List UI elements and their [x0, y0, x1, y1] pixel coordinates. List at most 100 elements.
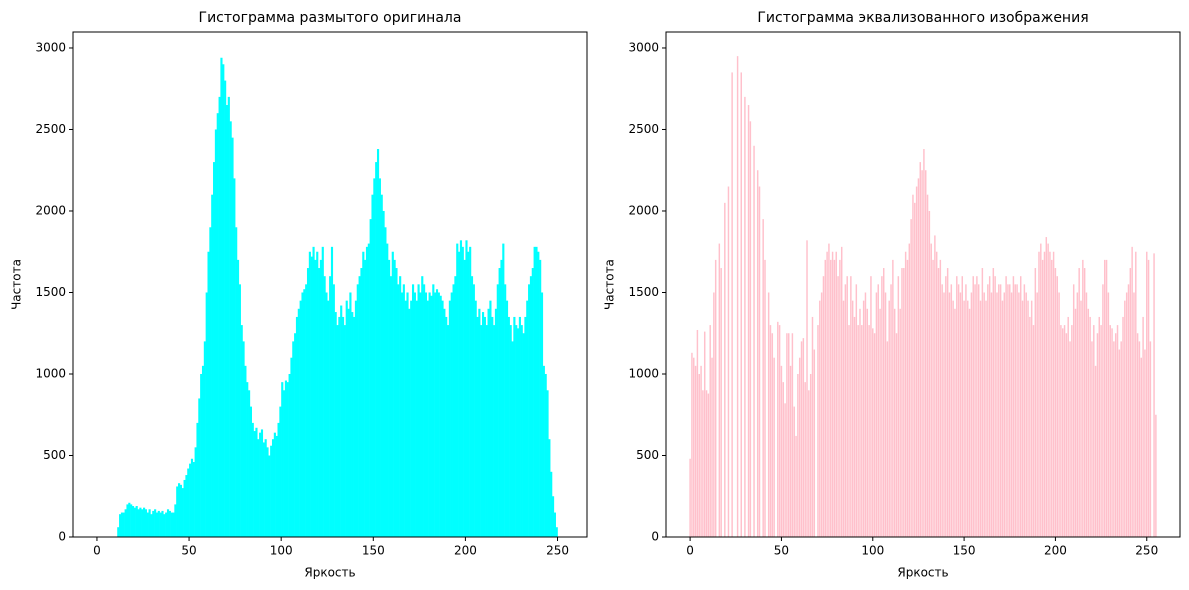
bar	[1078, 268, 1080, 537]
bar	[857, 325, 859, 537]
bar	[209, 227, 212, 537]
bar	[310, 256, 313, 537]
bar	[504, 284, 507, 537]
bar	[981, 268, 984, 537]
bar	[840, 246, 843, 537]
bar	[945, 276, 947, 537]
bar	[176, 486, 179, 537]
bar	[146, 512, 149, 537]
bar	[551, 496, 555, 537]
bar	[341, 316, 345, 537]
bar	[224, 80, 227, 537]
bar	[822, 276, 825, 537]
bar	[903, 268, 905, 537]
bar	[163, 514, 166, 537]
bar	[1069, 341, 1071, 537]
bar	[1029, 316, 1031, 537]
bar	[923, 149, 925, 537]
bar	[281, 382, 284, 537]
bar	[1107, 292, 1110, 537]
bar	[165, 512, 168, 537]
bar	[957, 284, 960, 537]
bar	[139, 507, 142, 537]
bar	[1074, 308, 1077, 537]
bar	[386, 243, 389, 537]
bar	[491, 316, 494, 537]
bar	[306, 268, 310, 537]
bar	[316, 251, 319, 538]
bar	[218, 96, 221, 537]
bar	[1096, 333, 1099, 537]
bar	[1036, 292, 1038, 537]
bar	[178, 483, 181, 537]
bar	[533, 246, 536, 537]
bar	[1058, 292, 1060, 537]
bar	[892, 259, 894, 537]
bar	[859, 308, 861, 537]
axes-frame	[665, 31, 1181, 538]
bar	[1063, 325, 1066, 537]
bar	[1109, 325, 1111, 537]
bar	[312, 246, 315, 537]
bar	[288, 373, 291, 537]
bar	[988, 276, 991, 537]
bar	[452, 284, 455, 537]
bar	[839, 259, 841, 537]
y-tick-label: 500	[43, 448, 66, 462]
bar	[159, 512, 162, 537]
bar	[1072, 284, 1075, 537]
bar	[264, 439, 267, 537]
bar	[240, 325, 243, 537]
bar	[354, 300, 358, 537]
bar	[773, 357, 775, 537]
bar	[1027, 300, 1029, 537]
bar	[890, 284, 892, 537]
bar	[1019, 276, 1022, 537]
bar	[553, 512, 556, 537]
bar	[286, 382, 289, 537]
bar	[152, 510, 155, 537]
bar	[1153, 253, 1155, 537]
bar	[395, 268, 398, 537]
bar	[1065, 333, 1068, 537]
bar	[314, 259, 317, 537]
bar	[231, 137, 234, 537]
bar	[848, 325, 850, 537]
bar	[434, 292, 437, 537]
bar	[168, 510, 171, 537]
bar	[813, 349, 816, 537]
bar	[494, 308, 498, 537]
bar	[1120, 341, 1122, 537]
bar	[299, 300, 302, 537]
bar	[921, 170, 923, 537]
bar	[946, 268, 949, 537]
bar	[948, 292, 951, 537]
bar	[192, 462, 195, 537]
bar	[500, 259, 503, 537]
bar	[507, 316, 510, 537]
bar	[144, 509, 147, 537]
bar	[756, 170, 759, 537]
bar	[347, 308, 350, 537]
bar	[1114, 333, 1117, 537]
bar	[458, 251, 461, 538]
bar	[804, 382, 806, 537]
bar	[800, 341, 803, 537]
bar	[524, 316, 527, 537]
bar	[305, 284, 308, 537]
bar	[786, 333, 788, 537]
bar	[472, 284, 475, 537]
bar	[292, 341, 295, 537]
bar	[941, 284, 943, 537]
bar	[987, 284, 989, 537]
bar	[179, 484, 182, 537]
bar	[1087, 308, 1090, 537]
bar	[1076, 292, 1079, 537]
bar	[349, 292, 352, 537]
bar	[1005, 276, 1007, 537]
bar	[767, 292, 770, 537]
bar	[1125, 292, 1128, 537]
bar	[1093, 325, 1095, 537]
bar	[143, 507, 146, 537]
bar	[356, 284, 359, 537]
